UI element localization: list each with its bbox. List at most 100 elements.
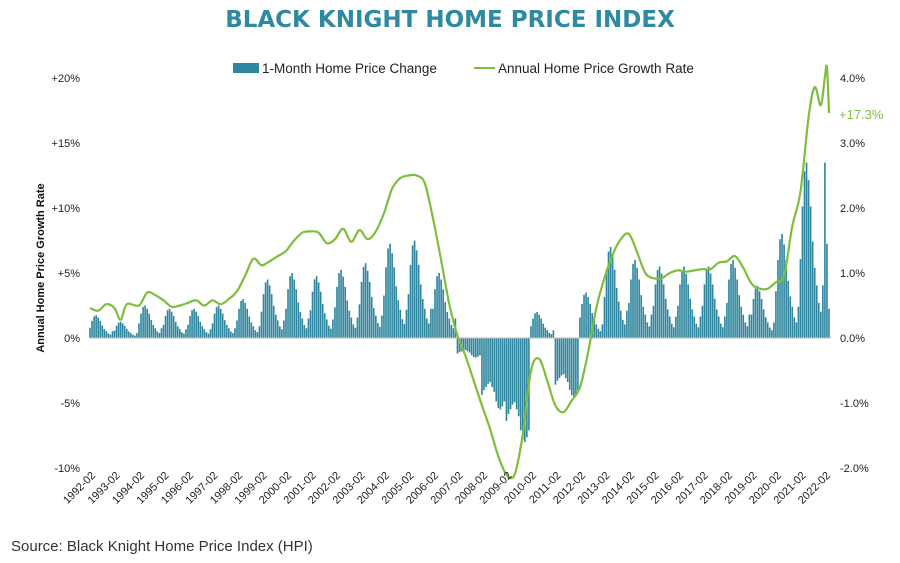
bar-mark (217, 305, 220, 338)
bar-mark (754, 288, 757, 338)
bar-mark (581, 303, 583, 338)
bar-mark (707, 266, 710, 338)
bar-mark (744, 322, 747, 338)
bar-mark (679, 284, 681, 338)
bar-mark (266, 279, 269, 338)
bar-mark (709, 273, 712, 338)
bar-mark (240, 300, 242, 338)
bar-mark (815, 285, 818, 338)
left-tick-label: +20% (52, 73, 81, 85)
left-tick-label: +15% (52, 138, 81, 150)
bar-mark (787, 280, 789, 338)
bar-mark (146, 308, 148, 338)
bar-mark (299, 312, 302, 338)
bar-mark (332, 319, 334, 338)
bar-mark (705, 270, 708, 338)
bar-mark (799, 259, 802, 338)
bar-mark (805, 162, 808, 338)
bar-mark (670, 323, 673, 338)
bar-mark (466, 338, 469, 352)
bar-mark (644, 314, 647, 338)
bar-mark (311, 291, 314, 338)
bar-mark (493, 338, 496, 392)
bar-mark (570, 338, 573, 396)
chart-title: BLACK KNIGHT HOME PRICE INDEX (225, 7, 675, 33)
bar-mark (470, 338, 473, 356)
bar-mark (687, 284, 689, 338)
bar-mark (264, 282, 267, 338)
bar-mark (722, 327, 724, 338)
bar-mark (372, 308, 375, 338)
bar-mark (109, 334, 112, 338)
bar-mark (828, 308, 830, 338)
bar-mark (811, 241, 814, 338)
bar-mark (505, 338, 508, 421)
bar-mark (230, 331, 232, 338)
bar-mark (781, 234, 783, 338)
bar-mark (462, 338, 465, 351)
bar-mark (440, 279, 442, 338)
bar-mark (144, 305, 146, 338)
bar-mark (607, 251, 610, 338)
bar-mark (491, 338, 493, 387)
bar-mark (381, 315, 383, 338)
bar-mark (136, 333, 138, 338)
bar-mark (356, 317, 359, 338)
bar-mark (421, 299, 424, 338)
bar-mark (105, 331, 108, 338)
bar-mark (366, 270, 369, 338)
bar-mark (123, 325, 126, 338)
bar-mark (187, 324, 189, 338)
bar-mark (550, 334, 553, 338)
bar-mark (601, 324, 604, 338)
bar-mark (391, 253, 393, 338)
bar-mark (546, 330, 549, 338)
bar-mark (209, 329, 212, 338)
bar-mark (254, 330, 257, 338)
left-tick-label: 0% (64, 333, 80, 345)
bar-mark (532, 318, 534, 338)
bar-mark (446, 312, 449, 338)
bar-mark (566, 338, 569, 383)
bar-mark (432, 308, 434, 338)
bar-mark (370, 296, 373, 338)
bar-mark (279, 326, 281, 338)
bar-mark (779, 239, 781, 338)
right-tick-label: -2.0% (840, 463, 869, 475)
bar-mark (305, 328, 308, 338)
bar-mark (354, 327, 357, 338)
bar-mark (107, 333, 110, 338)
bar-mark (150, 320, 153, 338)
bar-mark (325, 319, 328, 338)
chart-legend: 1-Month Home Price Change Annual Home Pr… (233, 61, 694, 76)
bar-mark (140, 313, 142, 338)
legend-swatch-bars (233, 63, 259, 73)
bar-mark (797, 306, 800, 338)
bar-mark (238, 308, 240, 338)
bar-mark (717, 316, 720, 338)
left-tick-label: +10% (52, 203, 81, 215)
bar-mark (223, 320, 226, 338)
left-tick-label: -5% (60, 398, 80, 410)
bar-mark (413, 240, 416, 338)
bar-mark (228, 328, 230, 338)
right-axis-ticks: -2.0% -1.0% 0.0% 1.0% 2.0% 3.0% 4.0% (840, 73, 869, 475)
bar-mark (315, 276, 318, 338)
bar-mark (97, 317, 99, 338)
bar-mark (556, 338, 559, 381)
bar-mark (426, 318, 428, 338)
bar-mark (342, 276, 344, 338)
bar-mark (750, 314, 753, 338)
bar-mark (111, 331, 114, 338)
bar-mark (291, 273, 293, 338)
bar-mark (199, 321, 202, 338)
bar-mark (711, 284, 714, 338)
bar-mark (481, 338, 483, 396)
bar-mark (334, 307, 336, 338)
bar-mark (260, 311, 263, 338)
bar-mark (630, 279, 632, 338)
bar-mark (438, 273, 440, 338)
bar-mark (699, 316, 702, 338)
bar-mark (640, 295, 643, 338)
bar-mark (773, 322, 775, 338)
